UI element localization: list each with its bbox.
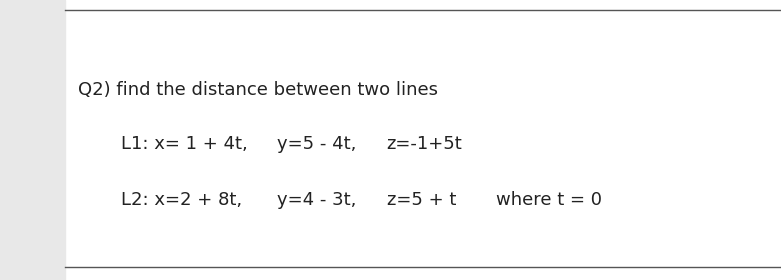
Text: z=-1+5t: z=-1+5t [387,135,462,153]
Text: Q2) find the distance between two lines: Q2) find the distance between two lines [78,81,438,99]
Text: L1: x= 1 + 4t,: L1: x= 1 + 4t, [121,135,248,153]
Text: z=5 + t: z=5 + t [387,191,456,209]
Text: where t = 0: where t = 0 [496,191,602,209]
Bar [0,0,65,280]
Text: y=4 - 3t,: y=4 - 3t, [277,191,357,209]
Text: y=5 - 4t,: y=5 - 4t, [277,135,357,153]
Text: L2: x=2 + 8t,: L2: x=2 + 8t, [121,191,242,209]
